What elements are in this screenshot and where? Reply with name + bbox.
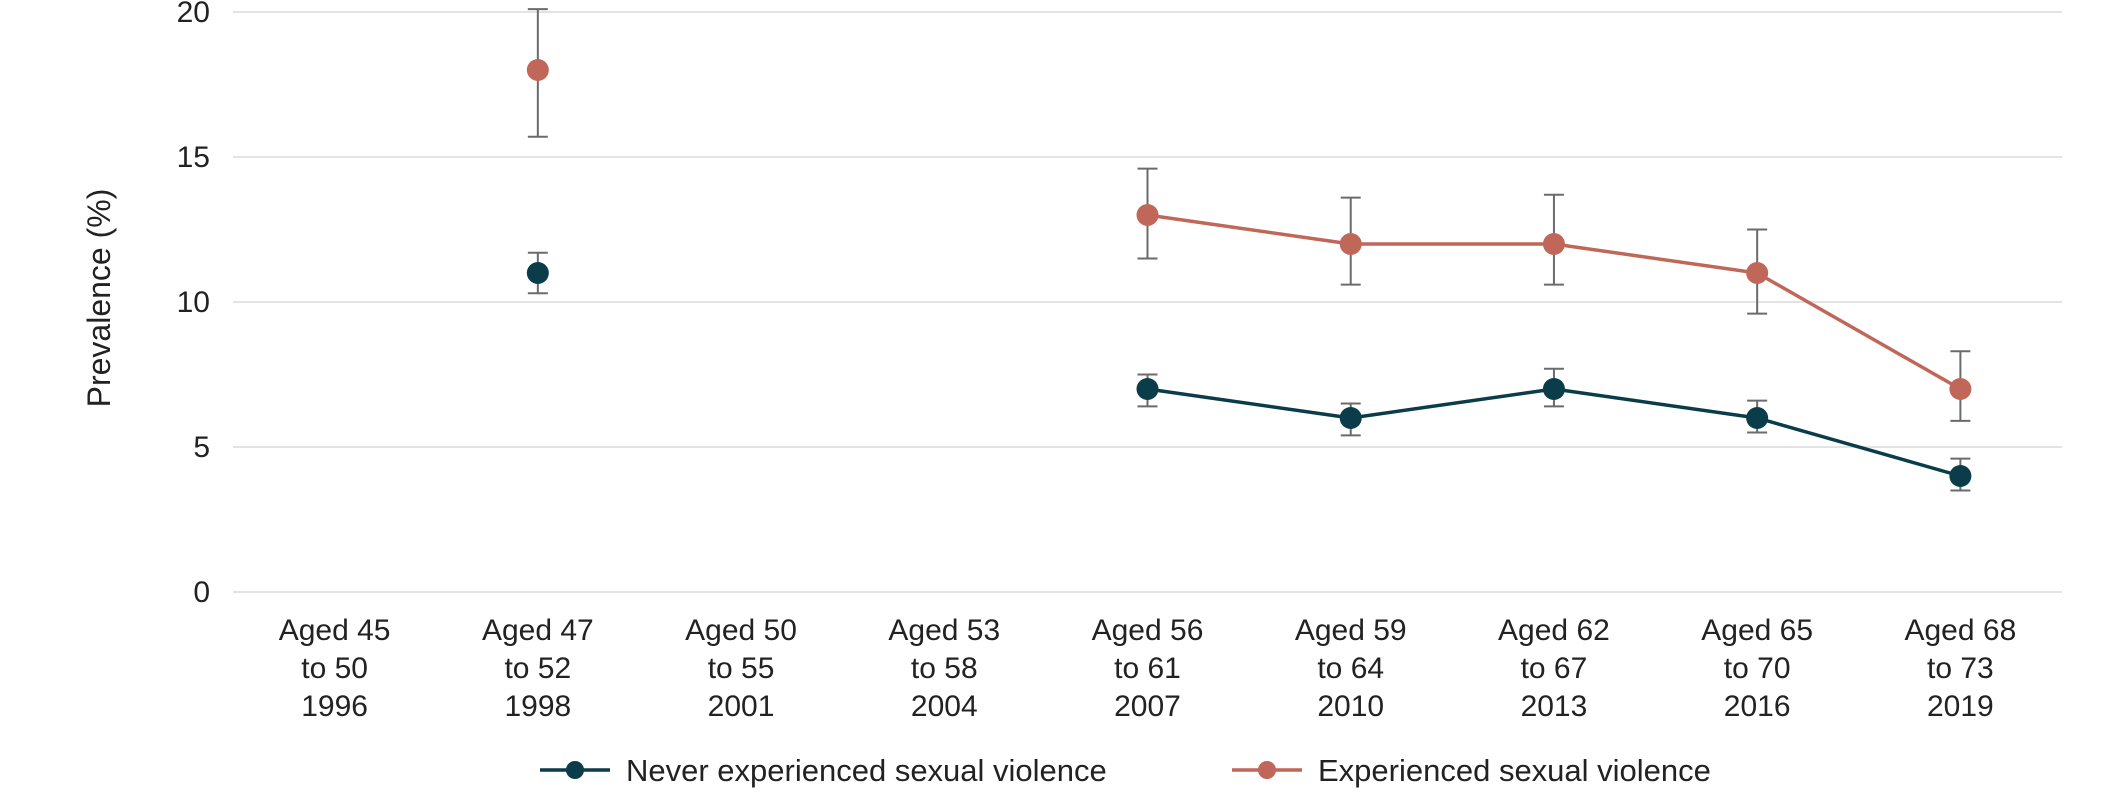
- legend-item: Never experienced sexual violence: [540, 753, 1107, 788]
- data-point: [1136, 378, 1159, 400]
- x-tick-label: Aged 59 to 64 2010: [1295, 614, 1407, 723]
- x-tick-label-line: to 70: [1724, 652, 1791, 685]
- x-tick-label: Aged 50 to 55 2001: [685, 614, 797, 723]
- series-line: [1145, 213, 1353, 246]
- data-point: [526, 262, 549, 284]
- x-tick-label: Aged 56 to 61 2007: [1092, 614, 1204, 723]
- x-tick-label-line: Aged 65: [1701, 614, 1813, 647]
- data-point: [526, 59, 549, 81]
- y-tick-label: 10: [177, 286, 210, 319]
- data-point: [1949, 465, 1972, 487]
- series-line: [1145, 387, 1353, 420]
- y-axis-label: Prevalence (%): [81, 189, 117, 408]
- x-tick-label-line: Aged 59: [1295, 614, 1407, 647]
- x-tick-label: Aged 65 to 70 2016: [1701, 614, 1813, 723]
- x-tick-label-line: Aged 62: [1498, 614, 1610, 647]
- x-tick-label-line: 2010: [1317, 690, 1384, 723]
- legend-swatch-marker: [566, 761, 584, 779]
- x-axis-ticks: Aged 45 to 50 1996 Aged 47 to 52 1998 Aged 50 t…: [279, 614, 2017, 723]
- legend-item: Experienced sexual violence: [1232, 753, 1711, 788]
- x-tick-label-line: to 61: [1114, 652, 1181, 685]
- x-tick-label: Aged 45 to 50 1996: [279, 614, 391, 723]
- data-point: [1136, 204, 1159, 226]
- x-tick-label-line: Aged 47: [482, 614, 594, 647]
- data-point: [1746, 407, 1769, 429]
- y-tick-label: 0: [193, 576, 210, 609]
- x-tick-label-line: Aged 50: [685, 614, 797, 647]
- x-tick-label-line: 2007: [1114, 690, 1181, 723]
- x-tick-label-line: to 55: [708, 652, 775, 685]
- x-tick-label: Aged 68 to 73 2019: [1904, 614, 2016, 723]
- series-line: [1755, 416, 1963, 478]
- data-point: [1339, 407, 1362, 429]
- x-tick-label-line: 1996: [301, 690, 368, 723]
- x-tick-label-line: to 73: [1927, 652, 1994, 685]
- data-point: [1542, 233, 1565, 255]
- series-line: [1552, 387, 1759, 420]
- y-tick-label: 20: [177, 0, 210, 29]
- legend-label: Experienced sexual violence: [1318, 753, 1711, 788]
- x-tick-label-line: to 50: [301, 652, 368, 685]
- legend: Never experienced sexual violence Experie…: [540, 753, 1711, 788]
- legend-label: Never experienced sexual violence: [626, 753, 1107, 788]
- x-tick-label: Aged 62 to 67 2013: [1498, 614, 1610, 723]
- x-tick-label-line: 1998: [504, 690, 571, 723]
- x-tick-label: Aged 47 to 52 1998: [482, 614, 594, 723]
- plot-area: [526, 8, 1972, 492]
- x-tick-label-line: Aged 45: [279, 614, 391, 647]
- x-tick-label-line: 2004: [911, 690, 978, 723]
- data-point: [1746, 262, 1769, 284]
- data-point: [1949, 378, 1972, 400]
- y-tick-label: 5: [193, 431, 210, 464]
- legend-swatch-marker: [1258, 761, 1276, 779]
- y-axis-ticks: 0 5 10 15 20: [177, 0, 210, 609]
- x-tick-label-line: 2019: [1927, 690, 1994, 723]
- x-tick-label-line: to 64: [1317, 652, 1384, 685]
- x-tick-label-line: Aged 53: [888, 614, 1000, 647]
- x-tick-label-line: 2016: [1724, 690, 1791, 723]
- x-tick-label-line: to 58: [911, 652, 978, 685]
- data-point: [1339, 233, 1362, 255]
- y-tick-label: 15: [177, 141, 210, 174]
- x-tick-label-line: to 52: [504, 652, 571, 685]
- series-line: [1348, 387, 1556, 420]
- series-experienced: [526, 8, 1972, 422]
- x-tick-label-line: Aged 68: [1904, 614, 2016, 647]
- series-never-experienced: [526, 251, 1972, 492]
- series-line: [1552, 242, 1759, 275]
- gridlines: [233, 11, 2062, 593]
- series-line: [1755, 271, 1963, 391]
- x-tick-label-line: 2013: [1521, 690, 1588, 723]
- x-tick-label: Aged 53 to 58 2004: [888, 614, 1000, 723]
- x-tick-label-line: 2001: [708, 690, 775, 723]
- x-tick-label-line: to 67: [1521, 652, 1588, 685]
- data-point: [1542, 378, 1565, 400]
- x-tick-label-line: Aged 56: [1092, 614, 1204, 647]
